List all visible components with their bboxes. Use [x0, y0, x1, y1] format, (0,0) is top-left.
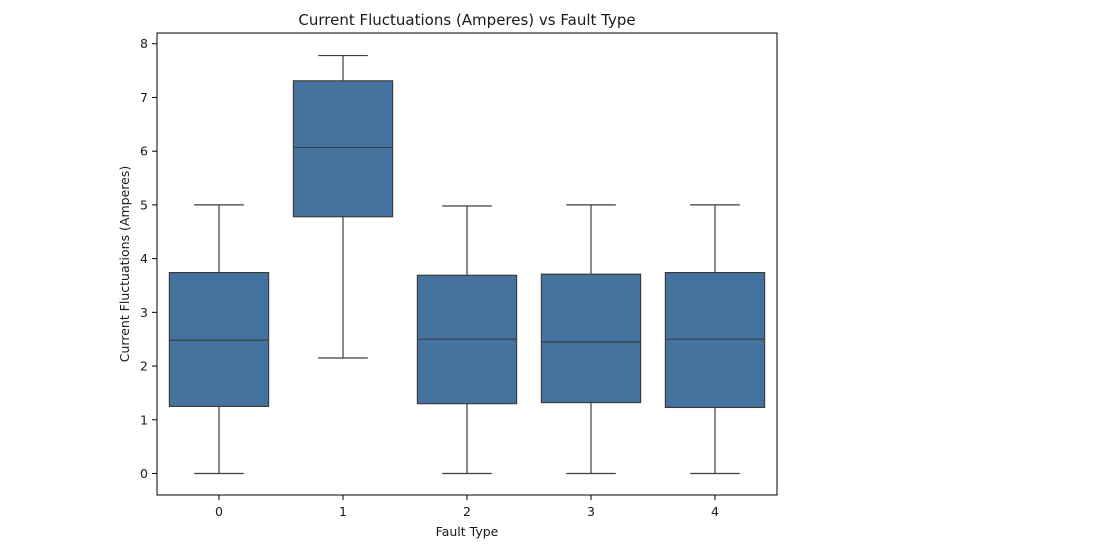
box-4 [664, 204, 766, 475]
y-tick-label: 6 [140, 144, 148, 159]
y-tick-label: 7 [140, 90, 148, 105]
box-0 [168, 204, 270, 475]
y-tick-label: 2 [140, 359, 148, 374]
x-tick-label: 0 [215, 504, 223, 519]
box-1 [292, 54, 394, 359]
x-axis: 0 1 2 3 4 [215, 495, 719, 519]
x-tick-label: 2 [463, 504, 471, 519]
box-body [540, 273, 642, 404]
box-group [168, 54, 766, 475]
box-2 [416, 205, 518, 475]
box-body [292, 80, 394, 218]
y-tick-label: 5 [140, 197, 148, 212]
x-axis-label: Fault Type [436, 524, 499, 539]
y-axis: 0 1 2 3 4 5 6 7 8 [140, 36, 157, 481]
x-tick-label: 4 [711, 504, 719, 519]
y-tick-label: 3 [140, 305, 148, 320]
y-tick-label: 8 [140, 36, 148, 51]
y-tick-label: 4 [140, 251, 148, 266]
x-tick-label: 1 [339, 504, 347, 519]
y-tick-label: 0 [140, 466, 148, 481]
x-tick-label: 3 [587, 504, 595, 519]
box-3 [540, 204, 642, 475]
y-tick-label: 1 [140, 412, 148, 427]
box-body [168, 271, 270, 407]
box-body [664, 271, 766, 409]
chart-title: Current Fluctuations (Amperes) vs Fault … [298, 11, 635, 29]
y-axis-label: Current Fluctuations (Amperes) [117, 166, 132, 362]
